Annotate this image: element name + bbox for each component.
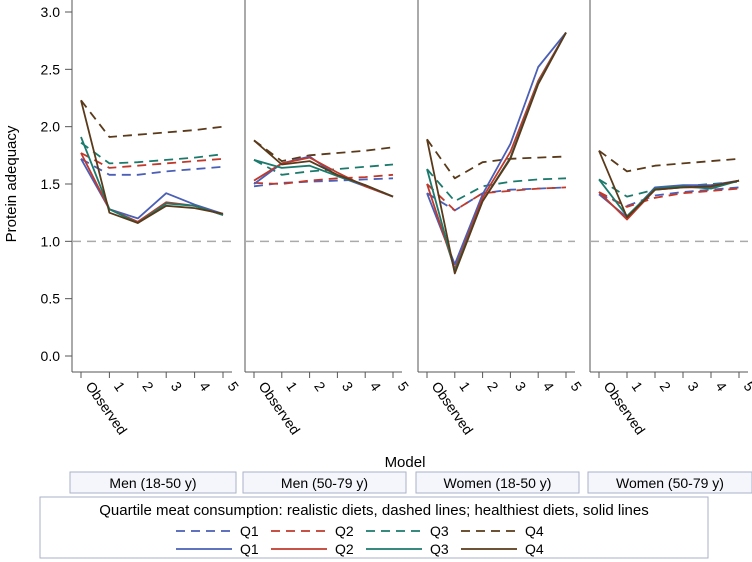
x-tick-label: 4 bbox=[540, 379, 558, 395]
y-tick-label: 2.5 bbox=[41, 61, 61, 77]
x-tick-label: 4 bbox=[367, 379, 385, 395]
x-tick-label: 2 bbox=[139, 379, 157, 395]
panel-label: Women (50-79 y) bbox=[616, 475, 724, 491]
series-q1-realistic bbox=[80, 158, 224, 176]
x-tick-label: 3 bbox=[512, 379, 530, 395]
series-q4-healthiest bbox=[80, 100, 224, 224]
panel-labels: Men (18-50 y) Men (50-79 y) Women (18-50 y… bbox=[69, 471, 752, 494]
legend-label: Q2 bbox=[335, 541, 354, 557]
legend-label: Q1 bbox=[240, 523, 259, 539]
series-q1-healthiest bbox=[253, 155, 394, 198]
legend-label: Q3 bbox=[430, 523, 449, 539]
x-tick-label: 1 bbox=[283, 379, 301, 395]
x-tick-label: 5 bbox=[225, 379, 243, 395]
panel-label-box bbox=[587, 471, 752, 494]
x-tick-label: 4 bbox=[196, 379, 214, 395]
legend-label: Q2 bbox=[335, 523, 354, 539]
legend-label: Q4 bbox=[525, 523, 544, 539]
series-q2-healthiest bbox=[253, 156, 394, 198]
series-q2-realistic bbox=[598, 187, 740, 208]
x-tick-label: 5 bbox=[395, 379, 413, 395]
legend-label: Q1 bbox=[240, 541, 259, 557]
series-q2-realistic bbox=[426, 183, 567, 212]
series-q1-realistic bbox=[253, 177, 394, 188]
y-tick-label: 1.0 bbox=[41, 233, 61, 249]
series-q2-realistic bbox=[80, 152, 224, 169]
series-q4-healthiest bbox=[253, 139, 394, 198]
panel-label-box bbox=[69, 471, 237, 494]
x-tick-label: 1 bbox=[111, 379, 129, 395]
x-tick-label: 2 bbox=[311, 379, 329, 395]
x-tick-label: 3 bbox=[685, 379, 703, 395]
y-tick-label: 1.5 bbox=[41, 176, 61, 192]
series-q2-realistic bbox=[253, 173, 394, 185]
x-tick-label: 5 bbox=[741, 379, 752, 395]
legend-title: Quartile meat consumption: realistic die… bbox=[99, 502, 648, 519]
y-tick-label: 3.0 bbox=[41, 4, 61, 20]
x-tick-label: 5 bbox=[568, 379, 586, 395]
y-tick-label: 2.0 bbox=[41, 119, 61, 135]
panel-label: Women (18-50 y) bbox=[444, 475, 552, 491]
legend-label: Q4 bbox=[525, 541, 544, 557]
y-tick-label: 0.5 bbox=[41, 291, 61, 307]
series-q3-realistic bbox=[80, 141, 224, 165]
series-q1-healthiest bbox=[598, 179, 740, 219]
y-axis-title: Protein adequacy bbox=[3, 125, 20, 242]
x-axis-title: Model bbox=[385, 454, 426, 471]
series-q4-realistic bbox=[80, 99, 224, 138]
series-q3-realistic bbox=[426, 168, 567, 203]
legend-label: Q3 bbox=[430, 541, 449, 557]
x-tick-label: 3 bbox=[339, 379, 357, 395]
x-tick-label: 1 bbox=[456, 379, 474, 395]
y-tick-label: 0.0 bbox=[41, 348, 61, 364]
x-tick-label: 4 bbox=[713, 379, 731, 395]
x-tick-label: 3 bbox=[168, 379, 186, 395]
series-q4-realistic bbox=[426, 138, 567, 180]
series-q4-healthiest bbox=[598, 150, 740, 219]
panel-label-box bbox=[242, 471, 407, 494]
panel-label: Men (18-50 y) bbox=[109, 475, 196, 491]
series-q4-realistic bbox=[253, 139, 394, 163]
series-q4-healthiest bbox=[426, 32, 567, 275]
x-tick-label: 2 bbox=[484, 379, 502, 395]
series-q1-realistic bbox=[598, 186, 740, 207]
series-q2-healthiest bbox=[426, 32, 567, 270]
panel-label: Men (50-79 y) bbox=[281, 475, 368, 491]
x-tick-label: 2 bbox=[657, 379, 675, 395]
y-axis: 0.0 0.5 1.0 1.5 2.0 2.5 3.0 bbox=[41, 4, 72, 364]
panel-label-box bbox=[415, 471, 580, 494]
legend: Quartile meat consumption: realistic die… bbox=[39, 496, 709, 559]
series-q4-realistic bbox=[598, 149, 740, 173]
legend-box bbox=[39, 496, 709, 559]
series-q3-healthiest bbox=[598, 178, 740, 218]
x-tick-label: 1 bbox=[629, 379, 647, 395]
series-q1-realistic bbox=[426, 186, 567, 212]
